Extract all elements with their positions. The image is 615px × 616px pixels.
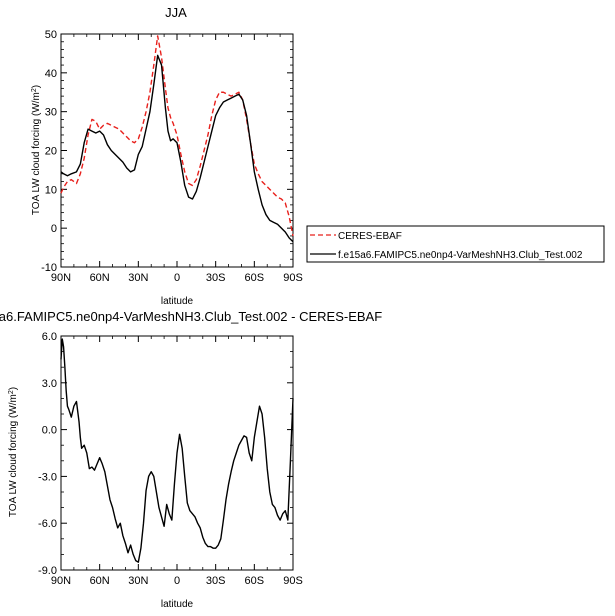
legend: CERES-EBAF f.e15a6.FAMIPC5.ne0np4-VarMes… <box>306 225 605 263</box>
top-x-tick-label: 90S <box>283 272 303 284</box>
top-y-tick-label: 0 <box>51 223 57 235</box>
bottom-y-tick-label: 0.0 <box>42 425 57 437</box>
bottom-series-lines <box>60 338 294 563</box>
top-panel: JJA -10 0 10 20 30 40 50 90N 60N 30N 0 30S 60S 90S l… <box>31 5 605 307</box>
top-y-axis-label-end: ) <box>31 85 42 88</box>
top-y-axis-label-sup: 2 <box>31 88 38 92</box>
top-x-tick-label: 30S <box>206 272 226 284</box>
top-x-axis-label: latitude <box>161 296 194 307</box>
top-x-tick-label: 60S <box>245 272 265 284</box>
top-plot-title: JJA <box>165 5 187 20</box>
top-y-tick-label: 40 <box>45 68 57 80</box>
top-series-line-0 <box>60 35 294 237</box>
bottom-x-tick-label: 60N <box>90 575 110 587</box>
bottom-x-tick-label: 60S <box>245 575 265 587</box>
top-y-tick-labels: -10 0 10 20 30 40 50 <box>41 29 57 274</box>
top-x-tick-label: 90N <box>51 272 71 284</box>
bottom-x-tick-label: 90S <box>283 575 303 587</box>
bottom-x-tick-label: 30S <box>206 575 226 587</box>
bottom-x-tick-label: 90N <box>51 575 71 587</box>
top-y-tick-label: 10 <box>45 184 57 196</box>
bottom-y-axis-label-sup: 2 <box>8 390 15 394</box>
top-y-axis-label-main: TOA LW cloud forcing (W/m <box>31 92 42 215</box>
top-y-tick-label: 20 <box>45 146 57 158</box>
bottom-y-tick-label: 3.0 <box>42 378 57 390</box>
bottom-x-tick-label: 0 <box>174 575 180 587</box>
bottom-x-axis-label: latitude <box>161 599 194 610</box>
top-ticks <box>60 33 294 268</box>
top-x-tick-label: 30N <box>128 272 148 284</box>
bottom-plot-title: f.e15a6.FAMIPC5.ne0np4-VarMeshNH3.Club_T… <box>0 309 382 324</box>
bottom-y-tick-label: -3.0 <box>38 471 57 483</box>
top-series-line-1 <box>60 54 294 243</box>
bottom-x-tick-labels: 90N 60N 30N 0 30S 60S 90S <box>51 575 303 587</box>
bottom-y-tick-label: 6.0 <box>42 331 57 343</box>
top-x-tick-label: 60N <box>90 272 110 284</box>
top-x-tick-label: 0 <box>174 272 180 284</box>
bottom-x-tick-label: 30N <box>128 575 148 587</box>
bottom-y-tick-label: -9.0 <box>38 565 57 577</box>
bottom-y-tick-labels: -9.0 -6.0 -3.0 0.0 3.0 6.0 <box>38 331 57 577</box>
bottom-panel: f.e15a6.FAMIPC5.ne0np4-VarMeshNH3.Club_T… <box>0 309 382 610</box>
legend-label-ceres: CERES-EBAF <box>338 231 402 242</box>
top-plot-frame <box>60 33 294 268</box>
bottom-y-axis-label-main: TOA LW cloud forcing (W/m <box>8 394 19 517</box>
legend-label-model: f.e15a6.FAMIPC5.ne0np4-VarMeshNH3.Club_T… <box>338 250 583 261</box>
bottom-series-line-0 <box>60 338 294 563</box>
top-y-axis-label: TOA LW cloud forcing (W/m2) <box>31 85 43 215</box>
bottom-y-tick-label: -6.0 <box>38 518 57 530</box>
top-y-tick-label: 30 <box>45 107 57 119</box>
bottom-y-axis-label: TOA LW cloud forcing (W/m2) <box>8 387 20 517</box>
top-y-tick-label: 50 <box>45 29 57 41</box>
top-x-tick-labels: 90N 60N 30N 0 30S 60S 90S <box>51 272 303 284</box>
top-y-tick-label: -10 <box>41 262 57 274</box>
legend-box <box>306 225 605 263</box>
top-series-lines <box>60 35 294 243</box>
bottom-y-axis-label-end: ) <box>8 387 19 390</box>
